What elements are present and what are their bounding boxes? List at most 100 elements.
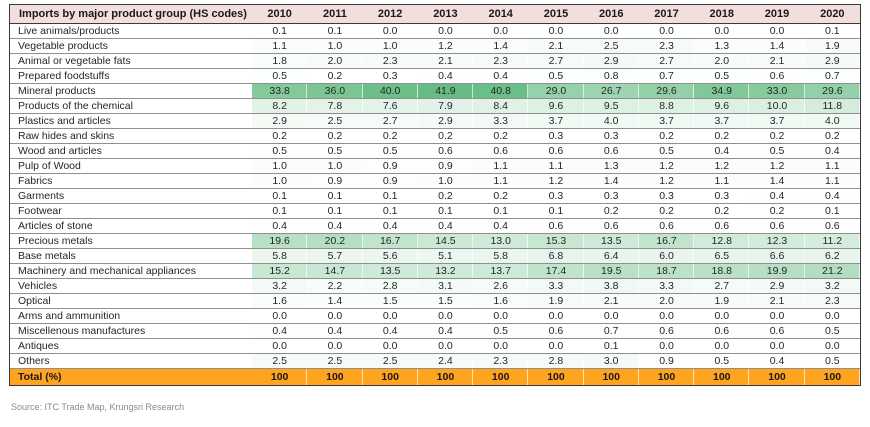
value-cell: 20.2 [307, 233, 363, 249]
value-cell: 0.6 [638, 218, 695, 234]
value-cell: 0.4 [417, 68, 474, 84]
value-cell: 1.0 [307, 158, 363, 174]
value-cell: 1.1 [252, 38, 308, 54]
value-cell: 0.7 [583, 323, 639, 339]
value-cell: 0.4 [749, 188, 805, 204]
value-cell: 1.4 [473, 38, 529, 54]
row-label: Animal or vegetable fats [10, 53, 252, 69]
value-cell: 1.6 [473, 293, 529, 309]
value-cell: 2.9 [417, 113, 474, 129]
value-cell: 33.0 [749, 83, 805, 99]
value-cell: 3.7 [749, 113, 805, 129]
value-cell: 0.2 [694, 203, 750, 219]
value-cell: 1.2 [638, 173, 695, 189]
value-cell: 1.0 [252, 158, 308, 174]
total-value-cell: 100 [528, 368, 584, 385]
row-label: Raw hides and skins [10, 128, 252, 144]
value-cell: 0.4 [804, 143, 860, 159]
value-cell: 3.3 [473, 113, 529, 129]
value-cell: 14.5 [417, 233, 474, 249]
value-cell: 0.0 [528, 308, 584, 324]
value-cell: 0.3 [528, 188, 584, 204]
value-cell: 0.7 [638, 68, 695, 84]
year-header-cell: 2014 [473, 5, 529, 24]
value-cell: 0.4 [473, 68, 529, 84]
value-cell: 0.0 [252, 338, 308, 354]
table-row: Precious metals 19.6 20.2 16.7 14.5 13.0 15.3 1… [10, 233, 860, 249]
value-cell: 1.3 [583, 158, 639, 174]
table-row: Antiques 0.0 0.0 0.0 0.0 0.0 0.0 0.1 0.0 0.0 0.0 0.… [10, 338, 860, 354]
value-cell: 0.2 [307, 128, 363, 144]
value-cell: 0.1 [417, 203, 474, 219]
value-cell: 2.8 [528, 353, 584, 369]
value-cell: 2.9 [252, 113, 308, 129]
year-header-cell: 2018 [694, 5, 750, 24]
value-cell: 0.1 [307, 23, 363, 39]
value-cell: 1.2 [417, 38, 474, 54]
value-cell: 1.2 [694, 158, 750, 174]
value-cell: 6.8 [528, 248, 584, 264]
value-cell: 1.0 [252, 173, 308, 189]
value-cell: 2.7 [694, 278, 750, 294]
value-cell: 2.0 [694, 53, 750, 69]
year-header-cell: 2020 [804, 5, 860, 24]
value-cell: 0.2 [583, 203, 639, 219]
value-cell: 0.5 [252, 143, 308, 159]
value-cell: 1.2 [749, 158, 805, 174]
value-cell: 0.0 [528, 338, 584, 354]
row-label: Machinery and mechanical appliances [10, 263, 252, 279]
table-row: Optical 1.6 1.4 1.5 1.5 1.6 1.9 2.1 2.0 1.9 2.1 2.3 [10, 293, 860, 309]
value-cell: 12.3 [749, 233, 805, 249]
value-cell: 1.1 [804, 158, 860, 174]
year-header-cell: 2010 [252, 5, 308, 24]
value-cell: 2.5 [307, 353, 363, 369]
value-cell: 1.4 [583, 173, 639, 189]
row-label: Antiques [10, 338, 252, 354]
source-note: Source: ITC Trade Map, Krungsri Research [11, 402, 185, 412]
value-cell: 2.1 [749, 53, 805, 69]
value-cell: 8.4 [473, 98, 529, 114]
value-cell: 6.6 [749, 248, 805, 264]
row-label: Miscellenous manufactures [10, 323, 252, 339]
year-header-cell: 2019 [749, 5, 805, 24]
value-cell: 17.4 [528, 263, 584, 279]
value-cell: 14.7 [307, 263, 363, 279]
value-cell: 1.1 [473, 173, 529, 189]
value-cell: 9.6 [694, 98, 750, 114]
value-cell: 7.8 [307, 98, 363, 114]
value-cell: 0.5 [473, 323, 529, 339]
value-cell: 0.3 [694, 188, 750, 204]
value-cell: 2.8 [362, 278, 418, 294]
value-cell: 9.5 [583, 98, 639, 114]
value-cell: 2.5 [362, 353, 418, 369]
value-cell: 2.6 [473, 278, 529, 294]
value-cell: 0.0 [804, 338, 860, 354]
value-cell: 0.0 [638, 338, 695, 354]
value-cell: 0.0 [252, 308, 308, 324]
total-row: Total (%) 100 100 100 100 100 100 100 100 100 100 1… [10, 368, 860, 385]
value-cell: 2.7 [638, 53, 695, 69]
value-cell: 1.8 [252, 53, 308, 69]
total-value-cell: 100 [749, 368, 805, 385]
value-cell: 0.4 [417, 323, 474, 339]
value-cell: 0.0 [694, 338, 750, 354]
value-cell: 3.2 [804, 278, 860, 294]
table-row: Arms and ammunition 0.0 0.0 0.0 0.0 0.0 0.0 0.0… [10, 308, 860, 324]
value-cell: 2.0 [638, 293, 695, 309]
value-cell: 0.2 [749, 128, 805, 144]
value-cell: 0.0 [473, 23, 529, 39]
value-cell: 0.6 [694, 323, 750, 339]
value-cell: 0.6 [583, 143, 639, 159]
value-cell: 33.8 [252, 83, 308, 99]
value-cell: 0.1 [362, 188, 418, 204]
value-cell: 0.2 [638, 128, 695, 144]
value-cell: 15.2 [252, 263, 308, 279]
total-value-cell: 100 [694, 368, 750, 385]
value-cell: 0.0 [583, 23, 639, 39]
value-cell: 0.1 [804, 203, 860, 219]
value-cell: 0.4 [307, 323, 363, 339]
value-cell: 0.3 [583, 128, 639, 144]
value-cell: 0.3 [583, 188, 639, 204]
value-cell: 2.5 [252, 353, 308, 369]
value-cell: 0.1 [473, 203, 529, 219]
